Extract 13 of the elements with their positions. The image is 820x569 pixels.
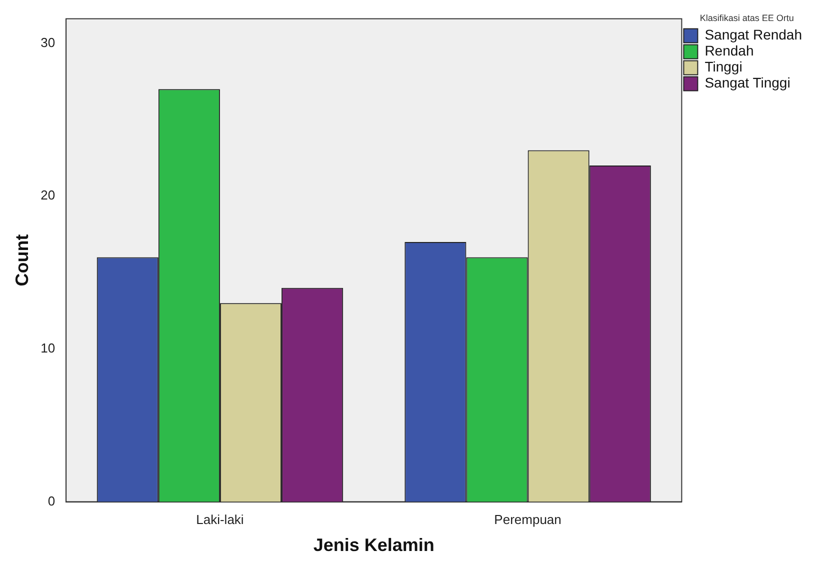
x-axis-title: Jenis Kelamin — [313, 535, 434, 556]
y-tick-label: 10 — [40, 340, 56, 356]
legend-label: Sangat Tinggi — [704, 74, 790, 91]
y-tick-label: 20 — [40, 188, 56, 203]
legend-label: Rendah — [704, 42, 754, 59]
y-tick-label: 0 — [48, 493, 56, 508]
legend-label: Tinggi — [704, 58, 742, 75]
y-tick-label: 30 — [40, 34, 56, 50]
x-tick-label: Perempuan — [494, 512, 562, 528]
y-axis-title: Count — [12, 234, 32, 286]
x-tick-label: Laki-laki — [196, 512, 244, 528]
legend-label: Sangat Rendah — [704, 26, 802, 43]
legend-title: Klasifikasi atas EE Ortu — [700, 12, 794, 23]
